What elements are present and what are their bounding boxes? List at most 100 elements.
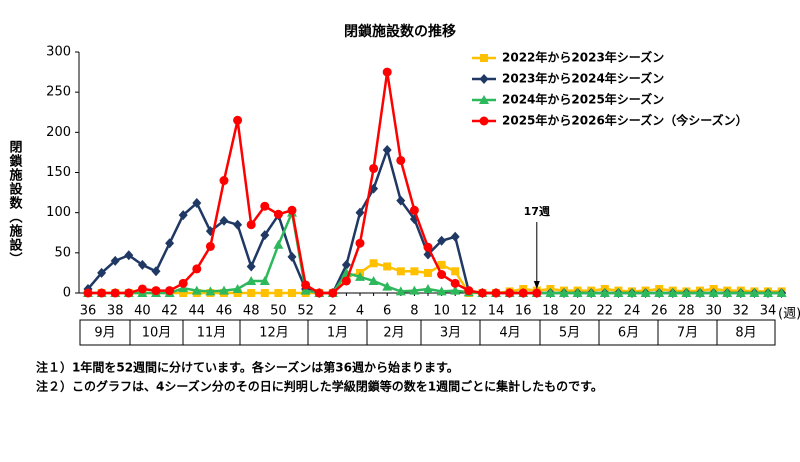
point bbox=[355, 238, 365, 248]
annotation: 17週 bbox=[524, 204, 550, 218]
chart-title: 閉鎖施設数の推移 bbox=[344, 23, 456, 40]
x-tick-label: 12 bbox=[461, 304, 478, 319]
x-tick-label: 48 bbox=[243, 304, 260, 319]
point bbox=[260, 230, 270, 241]
point bbox=[382, 281, 393, 291]
x-tick-label: 10 bbox=[433, 304, 450, 319]
legend-label: 2022年から2023年シーズン bbox=[502, 50, 664, 65]
y-tick-label: 100 bbox=[46, 205, 71, 220]
point bbox=[436, 286, 447, 296]
x-tick-label: 28 bbox=[678, 304, 695, 319]
point bbox=[151, 266, 161, 277]
x-tick-label: 20 bbox=[569, 304, 586, 319]
x-tick-label: 52 bbox=[297, 304, 314, 319]
legend-label: 2023年から2024年シーズン bbox=[502, 71, 664, 86]
month-label: 9月 bbox=[94, 326, 115, 341]
point bbox=[288, 289, 296, 297]
point bbox=[383, 262, 392, 271]
x-tick-label: 2 bbox=[329, 304, 337, 319]
legend-marker bbox=[479, 116, 489, 126]
point bbox=[396, 195, 406, 206]
point bbox=[382, 145, 392, 156]
point bbox=[423, 242, 433, 252]
point bbox=[667, 288, 678, 297]
x-tick-label: 40 bbox=[134, 304, 151, 319]
y-tick-label: 150 bbox=[46, 165, 71, 180]
point bbox=[110, 255, 120, 266]
y-tick-label: 200 bbox=[46, 125, 71, 140]
point bbox=[178, 278, 188, 288]
point bbox=[505, 288, 515, 298]
x-tick-label: 34 bbox=[760, 304, 777, 319]
point bbox=[137, 284, 147, 294]
point bbox=[314, 288, 324, 298]
x-axis-label: (週) bbox=[778, 307, 800, 322]
x-tick-label: 8 bbox=[410, 304, 418, 319]
point bbox=[219, 176, 229, 186]
point bbox=[192, 198, 202, 209]
point bbox=[328, 288, 338, 298]
legend-marker bbox=[479, 74, 489, 84]
point bbox=[613, 288, 624, 297]
y-axis-label: 閉鎖施設数（施設） bbox=[7, 140, 24, 266]
point bbox=[382, 67, 392, 77]
point bbox=[247, 289, 256, 297]
point bbox=[396, 155, 406, 165]
point bbox=[749, 288, 760, 297]
point bbox=[178, 210, 188, 221]
point bbox=[273, 209, 283, 219]
point bbox=[233, 289, 242, 297]
point bbox=[437, 260, 446, 269]
month-label: 2月 bbox=[383, 326, 404, 341]
point bbox=[627, 288, 637, 297]
point bbox=[124, 250, 134, 261]
point bbox=[260, 289, 269, 297]
month-label: 7月 bbox=[677, 326, 698, 341]
point bbox=[599, 288, 610, 297]
y-tick-label: 0 bbox=[63, 286, 71, 301]
point bbox=[708, 288, 719, 297]
x-tick-label: 46 bbox=[216, 304, 233, 319]
point bbox=[233, 115, 243, 125]
series-line bbox=[88, 71, 537, 295]
point bbox=[396, 267, 405, 276]
point bbox=[246, 220, 256, 230]
x-tick-label: 14 bbox=[488, 304, 505, 319]
month-label: 5月 bbox=[559, 326, 580, 341]
point bbox=[450, 278, 460, 288]
point bbox=[423, 283, 433, 293]
point bbox=[355, 271, 365, 281]
series-line bbox=[88, 261, 782, 295]
x-tick-label: 18 bbox=[542, 304, 559, 319]
point bbox=[205, 241, 215, 251]
point bbox=[274, 289, 283, 297]
point bbox=[451, 267, 460, 276]
x-tick-label: 32 bbox=[733, 304, 750, 319]
point bbox=[219, 285, 229, 295]
note: 注１）1年間を52週間に分けています。各シーズンは第36週から始まります。 bbox=[36, 360, 459, 375]
point bbox=[464, 286, 474, 296]
x-tick-label: 44 bbox=[189, 304, 206, 319]
point bbox=[137, 259, 147, 270]
point bbox=[355, 207, 365, 218]
point bbox=[165, 286, 175, 296]
point bbox=[437, 270, 447, 280]
point bbox=[410, 267, 419, 276]
point bbox=[273, 239, 284, 249]
point bbox=[368, 275, 379, 285]
point bbox=[300, 285, 311, 295]
point bbox=[259, 275, 270, 285]
point bbox=[369, 163, 379, 173]
point bbox=[260, 201, 270, 211]
x-tick-label: 42 bbox=[161, 304, 178, 319]
point bbox=[722, 288, 733, 297]
point bbox=[219, 215, 229, 226]
month-label: 11月 bbox=[197, 326, 227, 341]
month-box bbox=[716, 319, 776, 346]
x-tick-label: 50 bbox=[270, 304, 287, 319]
point bbox=[341, 276, 351, 286]
x-tick-label: 16 bbox=[515, 304, 532, 319]
month-label: 6月 bbox=[618, 326, 639, 341]
x-tick-label: 24 bbox=[624, 304, 641, 319]
